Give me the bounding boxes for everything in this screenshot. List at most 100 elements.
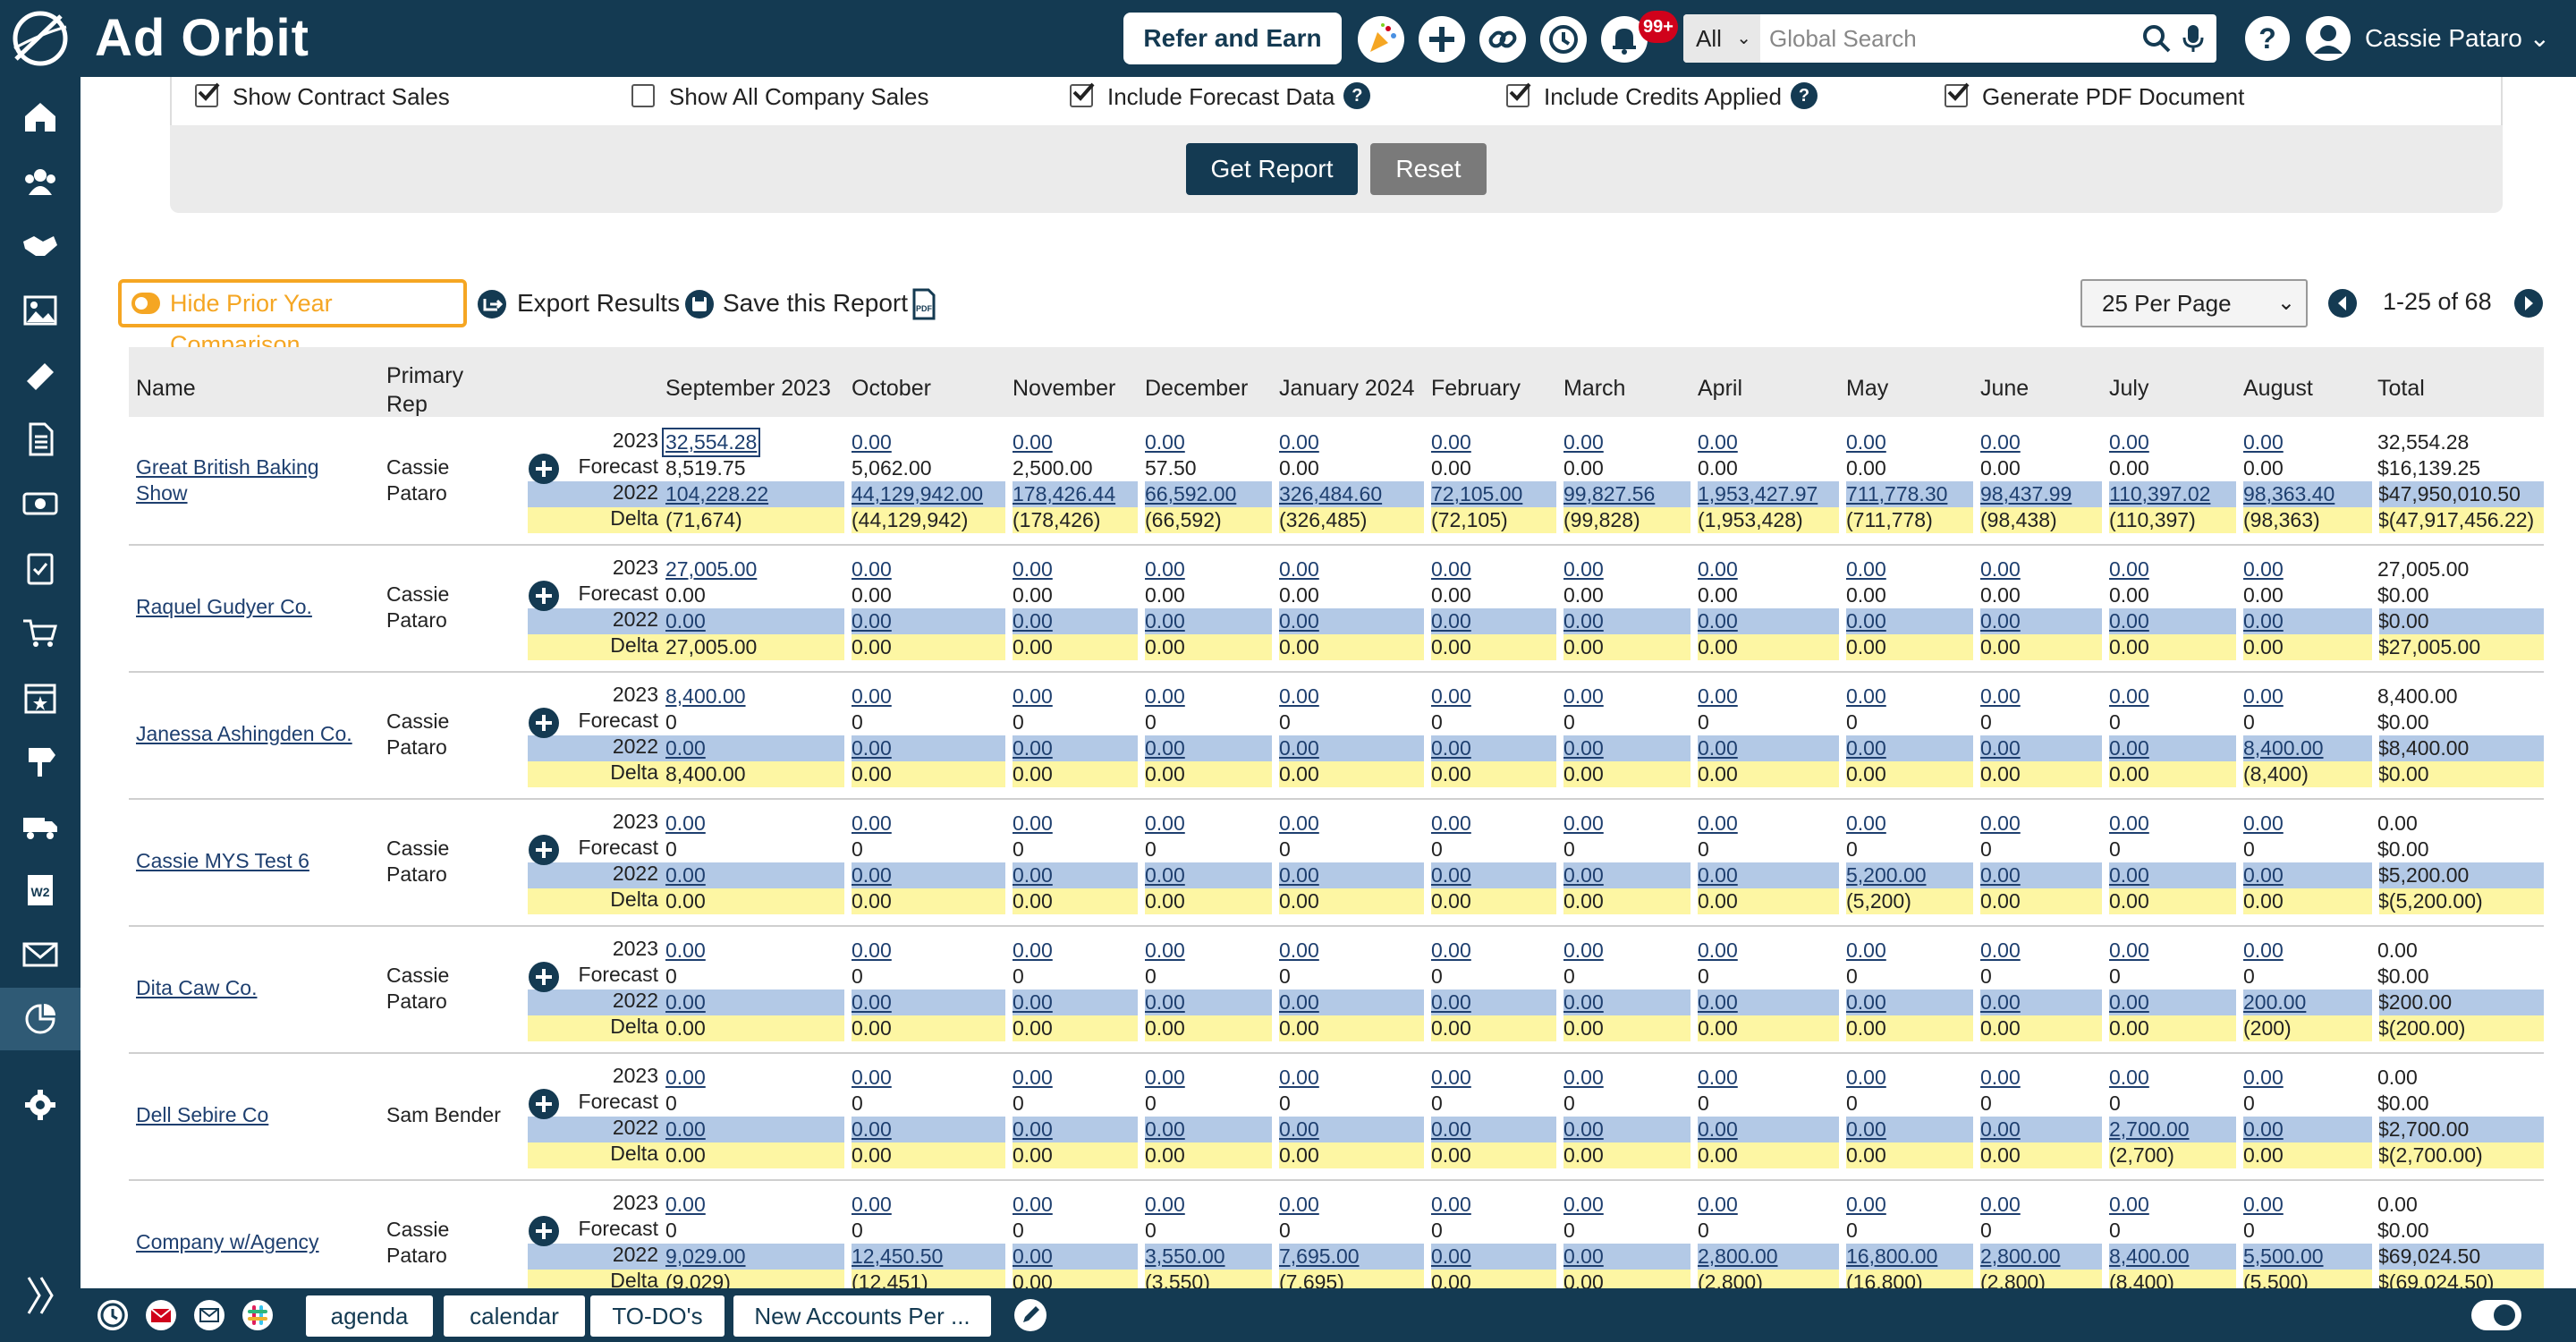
cell-y2023[interactable]: 0.00 [1846, 1066, 1886, 1089]
user-menu[interactable]: Cassie Pataro ⌄ [2365, 13, 2550, 64]
column-header-name[interactable]: Name [136, 376, 196, 401]
cell-y2023[interactable]: 0.00 [2109, 1066, 2149, 1089]
cell-y2023[interactable]: 0.00 [665, 811, 706, 835]
sidebar-item-documents[interactable] [0, 408, 80, 471]
cell-y2022[interactable]: 0.00 [2109, 736, 2149, 760]
cell-y2022[interactable]: 3,550.00 [1145, 1244, 1225, 1268]
cell-y2022[interactable]: 0.00 [1279, 990, 1319, 1014]
company-name-link[interactable]: Great British Baking Show [136, 455, 319, 505]
clock-icon[interactable] [95, 1297, 131, 1333]
cell-y2023[interactable]: 0.00 [1563, 1066, 1604, 1089]
cell-y2022[interactable]: 0.00 [852, 990, 892, 1014]
cell-y2023[interactable]: 0.00 [2243, 684, 2284, 708]
checkbox-checked[interactable] [1070, 82, 1095, 108]
column-header-month[interactable]: April [1698, 376, 1743, 401]
company-name-link[interactable]: Dell Sebire Co [136, 1103, 269, 1126]
sidebar-item-media[interactable] [0, 279, 80, 342]
refer-and-earn-button[interactable]: Refer and Earn [1123, 13, 1342, 64]
sidebar-item-orders[interactable] [0, 601, 80, 664]
add-forecast-icon[interactable] [528, 834, 560, 866]
cell-y2022[interactable]: 0.00 [2243, 863, 2284, 887]
cell-y2022[interactable]: 0.00 [1980, 863, 2021, 887]
global-search-input[interactable] [1769, 14, 2109, 63]
cell-y2023[interactable]: 0.00 [2243, 1193, 2284, 1216]
export-icon[interactable] [476, 288, 508, 320]
info-icon[interactable]: ? [1790, 82, 1818, 110]
cell-y2023[interactable]: 0.00 [1698, 939, 1738, 962]
party-popper-icon[interactable] [1358, 16, 1404, 63]
cell-y2022[interactable]: 0.00 [1145, 736, 1185, 760]
cell-y2022[interactable]: 0.00 [1431, 609, 1471, 633]
cell-y2023[interactable]: 0.00 [2243, 557, 2284, 581]
cell-y2023[interactable]: 0.00 [2243, 939, 2284, 962]
cell-y2022[interactable]: 72,105.00 [1431, 482, 1523, 505]
cell-y2023[interactable]: 0.00 [1563, 1193, 1604, 1216]
cell-y2023[interactable]: 0.00 [1431, 430, 1471, 454]
cell-y2023[interactable]: 0.00 [2109, 1193, 2149, 1216]
column-header-month[interactable]: August [2243, 376, 2313, 401]
cell-y2023[interactable]: 0.00 [852, 811, 892, 835]
cell-y2022[interactable]: 0.00 [1980, 1117, 2021, 1141]
cell-y2022[interactable]: 0.00 [1980, 609, 2021, 633]
cell-y2023[interactable]: 0.00 [1980, 939, 2021, 962]
cell-y2022[interactable]: 0.00 [665, 736, 706, 760]
cell-y2023[interactable]: 0.00 [852, 1193, 892, 1216]
cell-y2022[interactable]: 0.00 [2243, 1117, 2284, 1141]
cell-y2023[interactable]: 0.00 [2109, 430, 2149, 454]
cell-y2022[interactable]: 0.00 [1846, 990, 1886, 1014]
cell-y2023[interactable]: 0.00 [1279, 684, 1319, 708]
sidebar-item-publications[interactable] [0, 730, 80, 793]
cell-y2022[interactable]: 8,400.00 [2109, 1244, 2190, 1268]
cell-y2023[interactable]: 0.00 [852, 430, 892, 454]
bell-icon[interactable] [1601, 16, 1648, 63]
cell-y2023[interactable]: 0.00 [1013, 811, 1053, 835]
cell-y2022[interactable]: 0.00 [1145, 609, 1185, 633]
cell-y2023[interactable]: 0.00 [1013, 939, 1053, 962]
expand-sidebar-icon[interactable] [21, 1272, 59, 1319]
column-header-month[interactable]: May [1846, 376, 1889, 401]
cell-y2023[interactable]: 0.00 [1698, 557, 1738, 581]
cell-y2022[interactable]: 0.00 [1145, 1117, 1185, 1141]
cell-y2022[interactable]: 9,029.00 [665, 1244, 746, 1268]
sidebar-item-events[interactable] [0, 666, 80, 728]
slack-icon[interactable] [240, 1297, 275, 1333]
edit-icon[interactable] [1013, 1297, 1048, 1333]
add-forecast-icon[interactable] [528, 580, 560, 612]
sidebar-item-billing[interactable] [0, 472, 80, 535]
cell-y2022[interactable]: 0.00 [1431, 1117, 1471, 1141]
cell-y2022[interactable]: 0.00 [2109, 863, 2149, 887]
cell-y2022[interactable]: 0.00 [1563, 990, 1604, 1014]
user-avatar-icon[interactable] [2304, 14, 2352, 63]
cell-y2023[interactable]: 0.00 [1563, 430, 1604, 454]
cell-y2023[interactable]: 0.00 [852, 684, 892, 708]
cell-y2022[interactable]: 0.00 [1698, 609, 1738, 633]
add-forecast-icon[interactable] [528, 453, 560, 485]
sidebar-item-tickets[interactable] [0, 344, 80, 406]
cell-y2022[interactable]: 0.00 [1279, 736, 1319, 760]
get-report-button[interactable]: Get Report [1186, 143, 1358, 195]
cell-y2023[interactable]: 0.00 [1431, 1066, 1471, 1089]
info-icon[interactable]: ? [1343, 82, 1371, 110]
cell-y2022[interactable]: 0.00 [1145, 990, 1185, 1014]
checkbox-show-contract-sales[interactable]: Show Contract Sales [195, 79, 450, 115]
checkbox-checked[interactable] [1945, 82, 1970, 108]
bottom-tab-calendar[interactable]: calendar [444, 1295, 585, 1337]
cell-y2023[interactable]: 0.00 [1431, 939, 1471, 962]
column-header-month[interactable]: November [1013, 376, 1116, 401]
cell-y2022[interactable]: 0.00 [1013, 1117, 1053, 1141]
cell-y2022[interactable]: 0.00 [1431, 1244, 1471, 1268]
company-name-link[interactable]: Raquel Gudyer Co. [136, 595, 312, 618]
link-icon[interactable] [1479, 16, 1526, 63]
company-name-link[interactable]: Cassie MYS Test 6 [136, 849, 309, 872]
email-icon[interactable] [191, 1297, 227, 1333]
sidebar-item-deals[interactable] [0, 215, 80, 277]
column-header-month[interactable]: January 2024 [1279, 376, 1415, 401]
cell-y2022[interactable]: 8,400.00 [2243, 736, 2324, 760]
cell-y2022[interactable]: 0.00 [1563, 736, 1604, 760]
cell-y2023[interactable]: 8,400.00 [665, 684, 746, 708]
cell-y2023[interactable]: 0.00 [1145, 684, 1185, 708]
sidebar-item-email[interactable] [0, 923, 80, 986]
cell-y2023[interactable]: 0.00 [1980, 684, 2021, 708]
add-forecast-icon[interactable] [528, 707, 560, 739]
cell-y2022[interactable]: 0.00 [852, 1117, 892, 1141]
